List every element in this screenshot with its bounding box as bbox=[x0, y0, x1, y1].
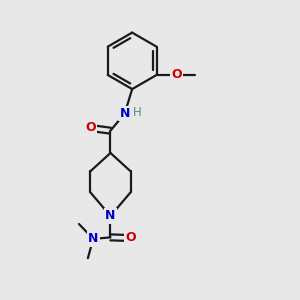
Text: O: O bbox=[126, 232, 136, 244]
Text: O: O bbox=[172, 68, 182, 82]
Text: H: H bbox=[133, 106, 142, 119]
Text: N: N bbox=[88, 232, 98, 245]
Text: O: O bbox=[172, 68, 182, 82]
Text: N: N bbox=[105, 209, 116, 223]
Text: N: N bbox=[119, 107, 130, 120]
Text: O: O bbox=[85, 121, 96, 134]
